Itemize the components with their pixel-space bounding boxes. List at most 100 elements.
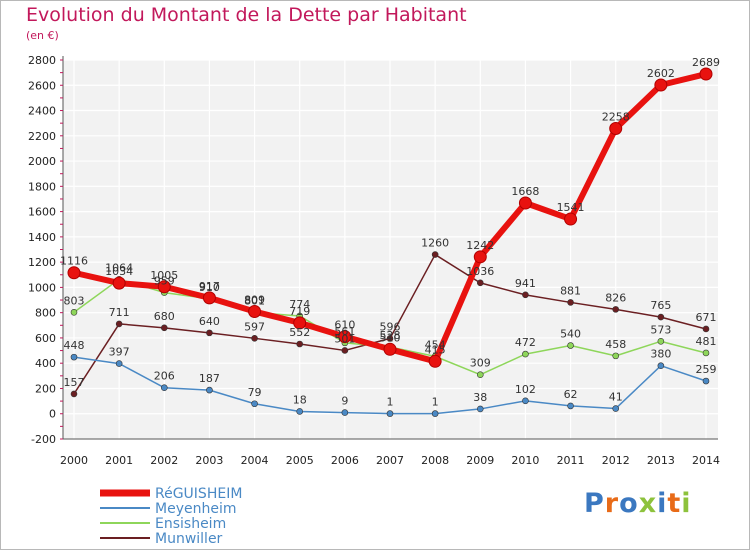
data-point xyxy=(341,409,349,416)
x-tick-label: 2002 xyxy=(150,454,178,467)
y-tick-label: 1200 xyxy=(28,256,56,269)
data-point xyxy=(476,405,484,413)
data-label: 481 xyxy=(696,335,717,348)
data-label: 552 xyxy=(289,326,310,339)
data-point xyxy=(476,371,484,378)
data-label: 528 xyxy=(380,329,401,342)
data-label: 774 xyxy=(289,298,310,311)
data-point xyxy=(567,402,574,410)
data-point xyxy=(251,400,258,408)
x-tick-label: 2008 xyxy=(421,454,449,467)
data-point xyxy=(609,121,623,135)
data-point xyxy=(657,362,665,370)
data-point xyxy=(657,338,665,345)
legend-label: Ensisheim xyxy=(155,516,226,532)
data-label: 380 xyxy=(650,348,671,361)
data-point xyxy=(612,352,620,360)
data-label: 309 xyxy=(470,357,491,370)
logo-letter: t xyxy=(667,488,682,519)
y-tick-label: 2200 xyxy=(28,130,56,143)
x-tick-label: 2014 xyxy=(692,454,720,467)
data-point xyxy=(428,354,442,368)
data-label: 454 xyxy=(425,338,446,351)
data-point xyxy=(386,410,394,417)
data-label: 448 xyxy=(64,339,85,352)
data-label: 765 xyxy=(650,299,671,312)
data-point xyxy=(522,397,529,405)
logo-letter: x xyxy=(638,488,658,519)
data-label: 640 xyxy=(199,315,220,328)
data-point xyxy=(296,340,304,348)
data-point xyxy=(206,329,213,337)
data-label: 809 xyxy=(244,294,265,307)
data-point xyxy=(341,347,349,354)
data-point xyxy=(476,279,484,287)
data-point xyxy=(702,377,710,385)
data-label: 596 xyxy=(380,320,401,333)
data-point xyxy=(522,291,529,299)
logo-letter: o xyxy=(619,488,639,519)
x-tick-label: 2010 xyxy=(511,454,539,467)
y-tick-label: 2000 xyxy=(28,155,56,168)
data-label: 1 xyxy=(432,396,439,409)
data-label: 803 xyxy=(64,294,85,307)
data-point xyxy=(567,299,574,306)
y-tick-label: -200 xyxy=(31,433,56,446)
data-label: 206 xyxy=(154,370,175,383)
logo-letter: i xyxy=(657,488,668,519)
data-point xyxy=(518,196,532,210)
data-label: 1036 xyxy=(466,265,494,278)
data-point xyxy=(654,78,668,92)
data-label: 41 xyxy=(609,391,623,404)
y-tick-label: 2600 xyxy=(28,79,56,92)
data-point xyxy=(702,325,710,333)
data-label: 561 xyxy=(334,325,355,338)
y-tick-label: 2800 xyxy=(28,54,56,67)
data-label: 397 xyxy=(109,346,130,359)
data-label: 671 xyxy=(696,311,717,324)
data-point xyxy=(431,251,439,258)
logo-letter: P xyxy=(584,488,605,519)
data-point xyxy=(383,342,397,356)
data-label: 472 xyxy=(515,336,536,349)
y-tick-label: 200 xyxy=(35,382,56,395)
data-point xyxy=(386,335,394,342)
data-point xyxy=(296,408,304,415)
data-label: 719 xyxy=(289,305,310,318)
data-label: 680 xyxy=(154,310,175,323)
data-label: 610 xyxy=(334,319,355,332)
legend-label: Meyenheim xyxy=(155,501,236,517)
data-label: 801 xyxy=(244,295,265,308)
y-tick-label: 400 xyxy=(35,357,56,370)
data-label: 2602 xyxy=(647,67,675,80)
proxiti-logo: Proxiti xyxy=(584,488,692,519)
data-label: 157 xyxy=(64,376,85,389)
series-munwiller xyxy=(70,251,710,398)
data-point xyxy=(157,280,171,294)
data-label: 941 xyxy=(515,277,536,290)
data-point xyxy=(112,276,126,290)
x-tick-label: 2013 xyxy=(647,454,675,467)
data-label: 62 xyxy=(564,388,578,401)
data-label: 2258 xyxy=(602,110,630,123)
data-label: 1 xyxy=(387,396,394,409)
data-point xyxy=(612,306,620,313)
data-label: 259 xyxy=(696,363,717,376)
legend-label: Munwiller xyxy=(155,531,223,547)
series-meyenheim xyxy=(70,353,710,417)
data-label: 881 xyxy=(560,284,581,297)
data-point xyxy=(251,335,258,342)
data-label: 79 xyxy=(248,386,262,399)
data-point xyxy=(67,266,81,280)
data-label: 2689 xyxy=(692,56,720,69)
data-label: 540 xyxy=(560,328,581,341)
y-tick-label: 1800 xyxy=(28,180,56,193)
x-tick-label: 2006 xyxy=(331,454,359,467)
data-label: 1260 xyxy=(421,237,449,250)
y-tick-label: 1000 xyxy=(28,281,56,294)
data-label: 1116 xyxy=(60,255,88,268)
data-label: 9 xyxy=(341,395,348,408)
data-point xyxy=(338,330,352,344)
data-label: 917 xyxy=(199,280,220,293)
logo-letter: i xyxy=(681,488,692,519)
